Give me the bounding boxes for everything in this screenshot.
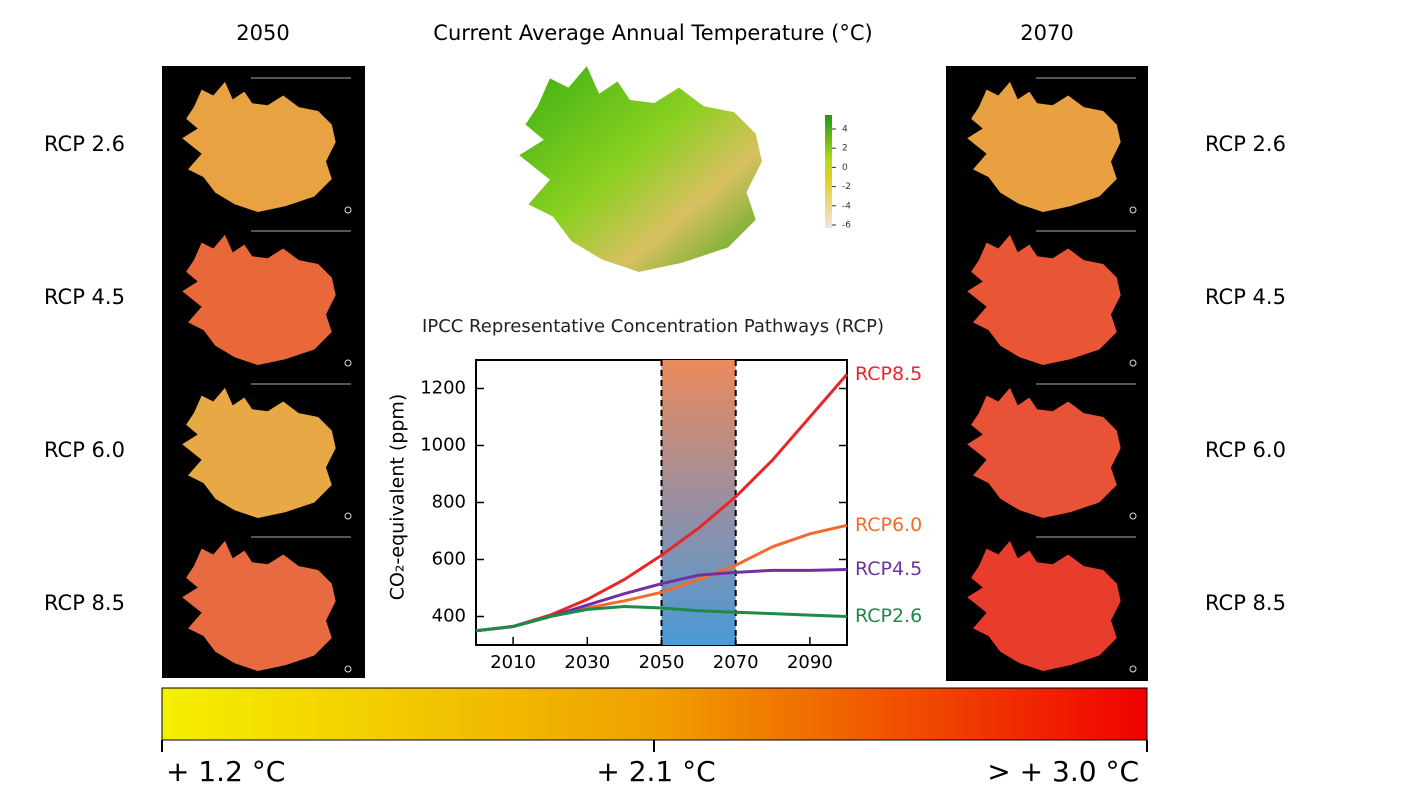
legend-label: RCP4.5 (855, 558, 922, 580)
legend-tick-label: 4 (842, 125, 848, 135)
map-north (344, 512, 352, 520)
shaded-range (661, 360, 736, 645)
scale-label: + 2.1 °C (596, 755, 715, 788)
temperature-map (519, 66, 762, 272)
legend-label: RCP6.0 (855, 514, 922, 536)
row-label: RCP 2.6 (44, 132, 125, 156)
heading: 2050 (236, 21, 289, 45)
row-label: RCP 6.0 (1205, 438, 1286, 462)
temperature-legend-bar (825, 115, 832, 228)
y-tick-label: 600 (432, 549, 466, 570)
heading: Current Average Annual Temperature (°C) (433, 21, 872, 45)
series-line (475, 605, 848, 633)
row-label: RCP 4.5 (44, 285, 125, 309)
row-label: RCP 4.5 (1205, 285, 1286, 309)
y-tick-label: 400 (432, 606, 466, 627)
chart-title: IPCC Representative Concentration Pathwa… (422, 316, 884, 337)
y-tick-label: 1000 (420, 435, 466, 456)
legend-tick-label: -4 (842, 201, 851, 211)
y-axis-label: CO₂-equivalent (ppm) (387, 394, 409, 601)
row-label: RCP 8.5 (44, 591, 125, 615)
legend-tick-label: 2 (842, 144, 848, 154)
legend-tick-label: -2 (842, 182, 851, 192)
scale-label: > + 3.0 °C (987, 755, 1139, 788)
map-north (1129, 206, 1137, 214)
map-north (1129, 512, 1137, 520)
warming-bar (161, 687, 1148, 741)
map-north (344, 359, 352, 367)
x-tick-label: 2090 (787, 652, 833, 673)
row-label: RCP 8.5 (1205, 591, 1286, 615)
x-tick-label: 2010 (490, 652, 536, 673)
legend-label: RCP8.5 (855, 363, 922, 385)
row-label: RCP 2.6 (1205, 132, 1286, 156)
row-label: RCP 6.0 (44, 438, 125, 462)
scale-label: + 1.2 °C (166, 755, 285, 788)
legend-tick-label: -6 (842, 221, 851, 231)
map-north (344, 665, 352, 673)
legend-label: RCP2.6 (855, 605, 922, 627)
map-north (344, 206, 352, 214)
map-north (1129, 359, 1137, 367)
map-north (1129, 665, 1137, 673)
x-tick-label: 2050 (639, 652, 685, 673)
y-tick-label: 800 (432, 492, 466, 513)
y-tick-label: 1200 (420, 378, 466, 399)
x-tick-label: 2030 (564, 652, 610, 673)
legend-tick-label: 0 (842, 163, 848, 173)
x-tick-label: 2070 (713, 652, 759, 673)
heading: 2070 (1020, 21, 1073, 45)
